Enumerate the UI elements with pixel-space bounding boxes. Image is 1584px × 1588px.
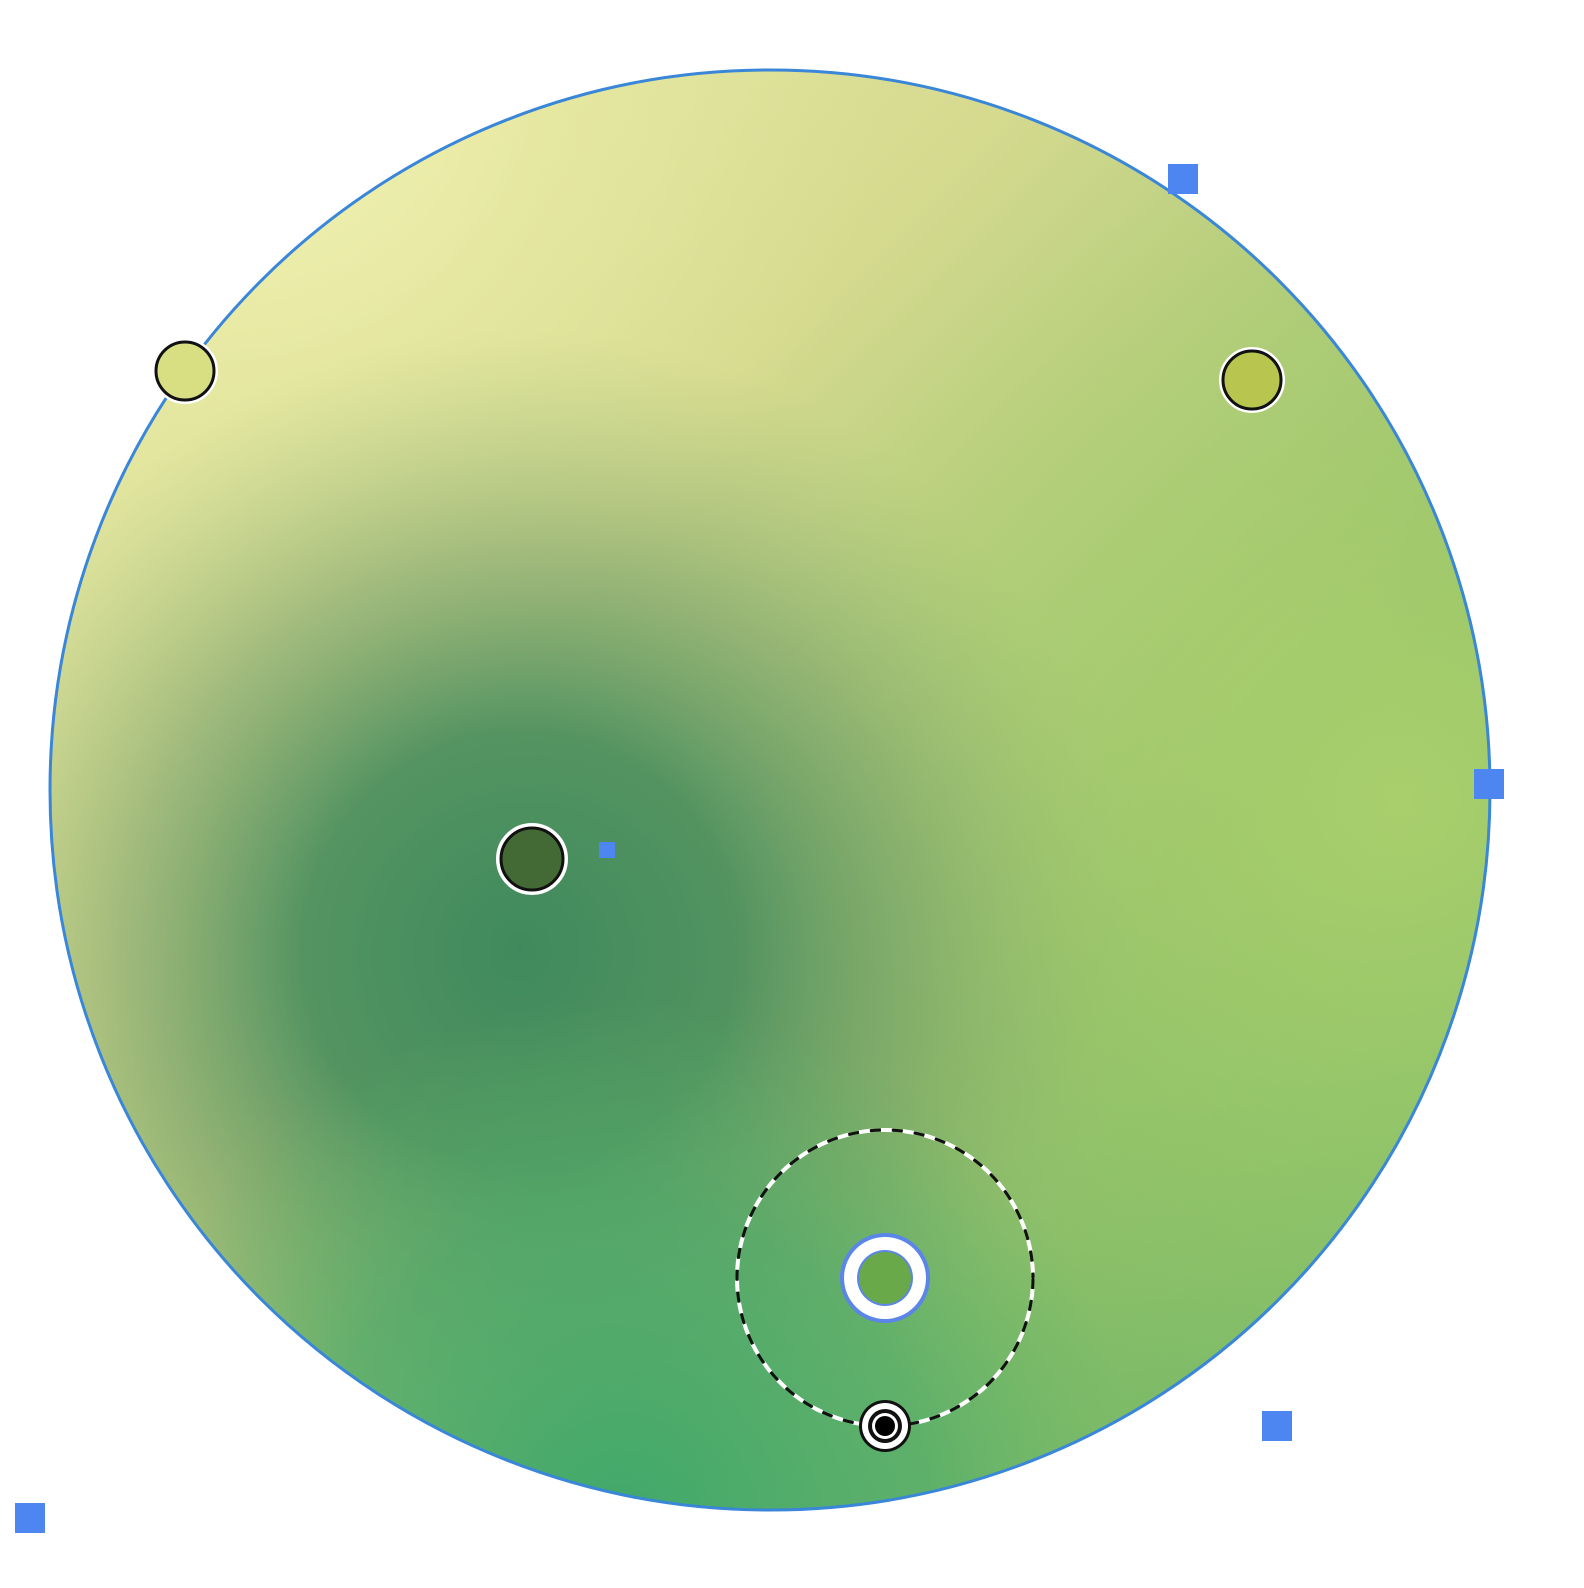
- center-handle-icon[interactable]: [599, 842, 615, 858]
- square-handle-icon[interactable]: [1168, 164, 1198, 194]
- target-handle-icon[interactable]: [859, 1400, 911, 1452]
- square-handle-icon[interactable]: [15, 1503, 45, 1533]
- square-handle-icon[interactable]: [1262, 1411, 1292, 1441]
- square-handle-icon[interactable]: [1474, 769, 1504, 799]
- radius-ring-dash: [735, 1128, 1035, 1428]
- gradient-stop[interactable]: [496, 823, 568, 895]
- gradient-stop[interactable]: [1219, 347, 1285, 413]
- gradient-stop[interactable]: [152, 338, 218, 404]
- selected-gradient-stop[interactable]: [840, 1233, 930, 1323]
